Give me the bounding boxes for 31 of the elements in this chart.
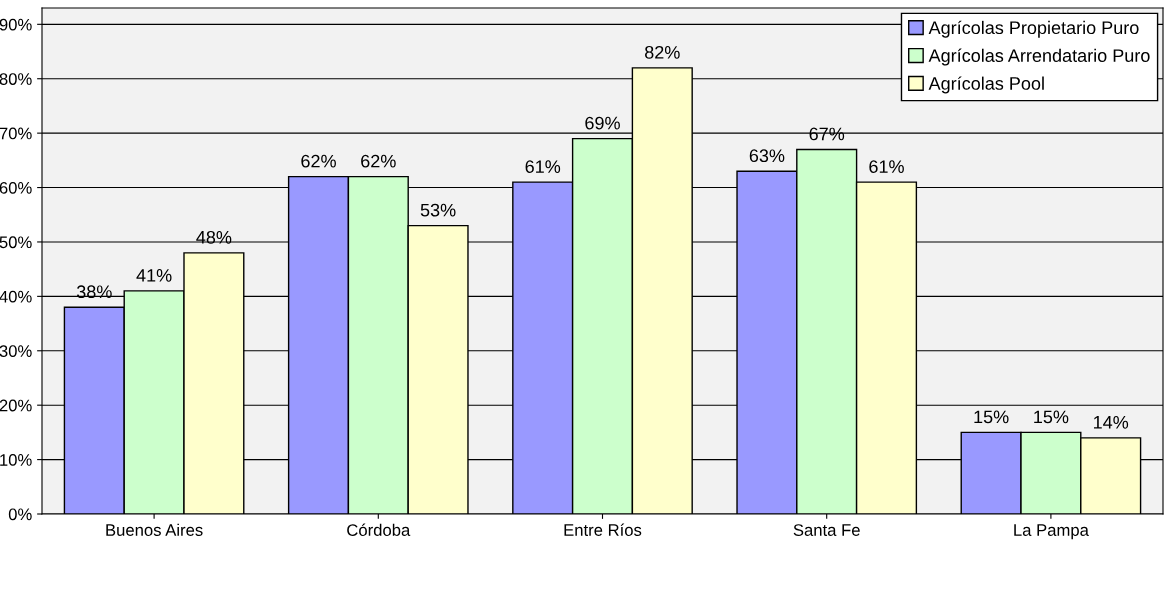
text: 15% [974,410,1009,424]
y-tick-label: 20% [0,399,32,412]
y-tick-label: 90% [0,18,32,31]
text: 63% [749,149,785,163]
x-tick-label: Santa Fe [793,524,860,536]
text: 48% [196,230,232,244]
y-tick-label: 10% [0,453,32,466]
x-tick-label: Buenos Aires [106,523,203,536]
legend-label: Agrícolas Propietario Puro [928,20,1139,38]
y-tick-label: 0% [8,508,32,521]
y-tick-label: 50% [0,236,32,249]
text: 69% [585,116,620,130]
text: 82% [645,45,680,59]
legend-label: Agrícolas Arrendatario Puro [928,48,1150,66]
y-tick-label: 30% [0,345,32,357]
text: 61% [525,160,561,173]
text: 14% [1094,416,1129,429]
text: 61% [869,160,904,173]
text: 41% [136,269,172,282]
text: 62% [301,154,336,168]
y-tick-label: 70% [0,127,32,140]
x-tick-label: Córdoba [347,523,411,536]
y-tick-label: 60% [0,181,32,194]
x-tick-label: Entre Ríos [564,523,642,536]
text: 15% [1034,410,1069,424]
y-tick-label: 40% [0,290,32,303]
y-tick-label: 80% [0,73,32,85]
legend-label: Agrícolas Pool [928,76,1044,94]
text: 62% [361,154,396,168]
x-tick-label: La Pampa [1014,524,1089,540]
text: 53% [420,203,456,217]
